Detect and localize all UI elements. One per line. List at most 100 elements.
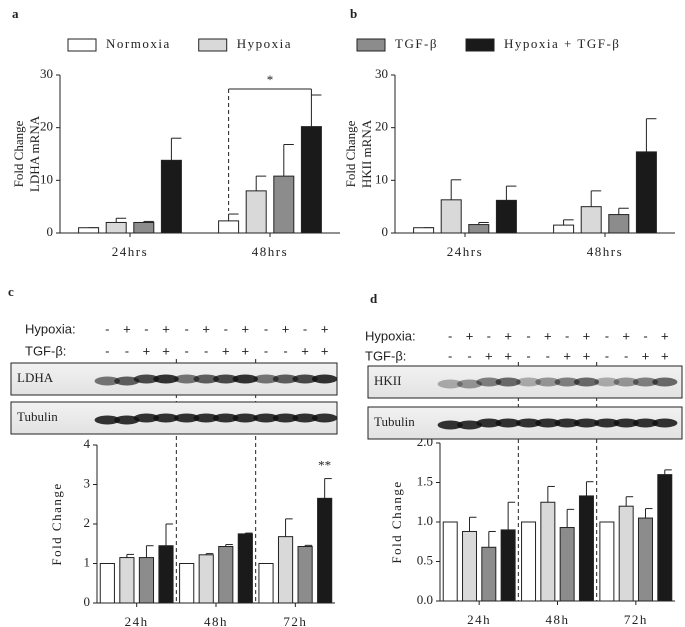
blot-band [573,377,600,387]
y-tick-label: 1.5 [417,473,433,488]
x-tick-label: 48h [546,612,570,627]
blot-band [613,377,639,387]
blot-band [515,418,542,428]
blot-row-label: Hypoxia: [25,321,76,336]
blot-sign: + [485,348,493,363]
blot-band [632,377,659,387]
blot-row-label: Hypoxia: [365,328,416,343]
blot-sign: - [264,321,268,336]
blot-sign: + [504,348,512,363]
bar [277,536,294,604]
blot-sign: - [526,328,530,343]
blot-band [133,374,160,384]
blot-sign: + [202,321,210,336]
blot-sign: + [143,343,151,358]
bar [468,224,490,234]
blot-sign: - [105,343,109,358]
blot-sign: - [448,328,452,343]
x-tick-label: 48hrs [252,244,288,259]
blot-band [153,374,179,384]
blot-sign: + [162,343,170,358]
blot-sign: + [622,328,630,343]
blot-sign: - [224,321,228,336]
blot-band [652,377,678,387]
legend-label: Normoxia [106,36,171,51]
bar [462,530,478,602]
bar [440,199,462,234]
legend-swatch [356,38,386,52]
bar [133,221,155,234]
bar [599,521,615,602]
blot-sign: - [565,328,569,343]
blot-band [515,377,542,387]
blot-image [367,365,683,399]
blot-label: Tubulin [17,409,58,424]
y-tick-label: 20 [40,119,53,134]
y-tick-label: 2 [84,515,91,530]
x-tick-label: 48hrs [587,244,623,259]
panel-letter: c [8,284,14,299]
bar [78,227,100,234]
blot-sign: + [466,328,474,343]
bar [317,497,333,604]
blot-sign: + [242,321,250,336]
panel-letter: b [350,6,357,21]
y-axis-label: Fold Change [389,480,404,563]
blot-sign: + [123,321,131,336]
bar [160,159,182,234]
blot-sign: - [283,343,287,358]
blot-band [495,377,521,387]
blot-sign: - [546,348,550,363]
blot-band [173,413,200,423]
blot-band [253,374,279,384]
blot-sign: + [583,348,591,363]
x-tick-label: 24hrs [447,244,483,259]
bar [618,505,634,602]
blot-sign: - [144,321,148,336]
blot-band [594,377,620,387]
blot-band [437,379,463,389]
blot-band [476,377,502,387]
legend-swatch [67,38,97,52]
bar [218,546,234,604]
blot-sign: - [125,343,129,358]
bar [237,533,253,604]
blot-band [554,418,580,428]
x-tick-label: 72h [624,612,648,627]
blot-band [292,374,318,384]
bar [481,546,497,602]
x-tick-label: 24h [125,614,149,627]
blot-band [456,420,483,430]
blot-sign: + [642,348,650,363]
blot-label: HKII [374,373,401,388]
bar [218,220,240,234]
blot-sign: - [605,328,609,343]
y-axis-label: Fold Change [343,120,358,187]
x-tick-label: 48h [204,614,228,627]
bar [258,563,274,604]
y-tick-label: 10 [375,171,388,186]
bar [637,517,653,602]
bar [99,563,115,604]
blot-band [437,420,463,430]
blot-band [573,418,600,428]
blot-band [114,376,140,386]
y-tick-label: 10 [40,171,53,186]
blot-band [456,379,483,389]
blot-band [476,418,502,428]
bar [559,527,575,602]
blot-sign: + [222,343,230,358]
bar [553,224,575,234]
blot-sign: + [504,328,512,343]
bar [521,521,537,602]
blot-sign: - [204,343,208,358]
blot-sign: - [264,343,268,358]
blot-band [153,413,179,423]
bar [245,190,267,234]
blot-band [632,418,659,428]
blot-band [173,374,200,384]
blot-sign: + [544,328,552,343]
y-tick-label: 0.0 [417,592,433,607]
x-tick-label: 72h [283,614,307,627]
